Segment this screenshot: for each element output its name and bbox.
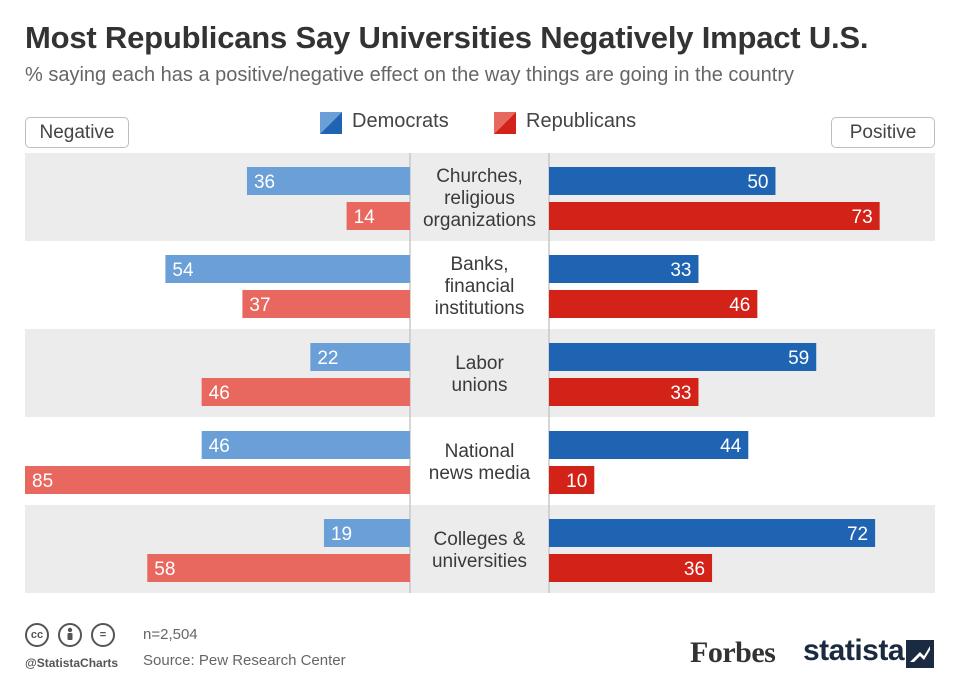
- data-label-negative: 22: [317, 348, 338, 369]
- bar-positive-republicans: [549, 202, 880, 230]
- data-label-positive: 33: [670, 383, 691, 404]
- legend-swatch-democrats: [320, 112, 342, 134]
- category-label-line: news media: [429, 463, 531, 484]
- category-label-line: institutions: [435, 298, 525, 319]
- bar-negative-democrats: [165, 255, 410, 283]
- category-label: Banks, financial institutions: [435, 254, 525, 319]
- bar-negative-republicans: [201, 378, 410, 406]
- legend-label-democrats: Democrats: [352, 110, 449, 132]
- forbes-logo: Forbes: [690, 636, 776, 669]
- cc-icon: cc: [25, 623, 49, 647]
- bar-negative-republicans: [25, 466, 410, 494]
- data-label-negative: 37: [249, 295, 270, 316]
- bar-negative-democrats: [246, 167, 410, 195]
- bar-positive-democrats: [549, 519, 876, 547]
- source-note: Source: Pew Research Center: [143, 652, 346, 669]
- data-label-negative: 58: [154, 559, 175, 580]
- data-label-negative: 19: [331, 524, 352, 545]
- legend-label-republicans: Republicans: [526, 110, 637, 132]
- legend-swatch-republicans: [494, 112, 516, 134]
- category-label-line: religious: [444, 188, 515, 209]
- category-label: Colleges & universities: [432, 529, 527, 572]
- data-label-negative: 85: [32, 471, 53, 492]
- data-label-positive: 44: [720, 436, 742, 457]
- bar-positive-republicans: [549, 378, 699, 406]
- data-label-negative: 46: [209, 383, 230, 404]
- data-label-negative: 46: [209, 436, 230, 457]
- data-label-negative: 36: [254, 172, 275, 193]
- bar-negative-republicans: [346, 202, 410, 230]
- bar-positive-democrats: [549, 255, 699, 283]
- data-label-positive: 50: [747, 172, 768, 193]
- data-label-negative: 54: [172, 260, 194, 281]
- positive-label: Positive: [831, 117, 935, 148]
- data-label-positive: 10: [566, 471, 587, 492]
- bar-positive-democrats: [549, 167, 776, 195]
- category-label: Churches, religious organizations: [423, 166, 536, 231]
- category-label-line: Colleges &: [434, 529, 526, 550]
- bar-positive-republicans: [549, 554, 713, 582]
- category-label-line: Churches,: [436, 166, 523, 187]
- attribution-icon: [58, 623, 82, 647]
- sample-size-note: n=2,504: [143, 626, 198, 643]
- category-label: Labor unions: [452, 353, 508, 396]
- no-derivatives-icon: =: [91, 623, 115, 647]
- bar-negative-democrats: [323, 519, 410, 547]
- chart-subtitle: % saying each has a positive/negative ef…: [25, 64, 795, 86]
- category-label-line: financial: [445, 276, 515, 297]
- person-icon: [67, 627, 73, 640]
- category-label-line: Banks,: [450, 254, 508, 275]
- data-label-positive: 72: [847, 524, 868, 545]
- data-label-positive: 33: [670, 260, 691, 281]
- bar-negative-democrats: [201, 431, 410, 459]
- bar-positive-democrats: [549, 431, 749, 459]
- data-label-positive: 73: [852, 207, 873, 228]
- category-label-line: unions: [452, 375, 508, 396]
- negative-label: Negative: [25, 117, 129, 148]
- data-label-negative: 14: [354, 207, 376, 228]
- bar-negative-democrats: [310, 343, 410, 371]
- bar-positive-republicans: [549, 466, 595, 494]
- chart-title: Most Republicans Say Universities Negati…: [25, 20, 869, 55]
- bar-negative-republicans: [147, 554, 410, 582]
- bar-negative-republicans: [242, 290, 410, 318]
- category-label-line: universities: [432, 551, 527, 572]
- category-label-line: organizations: [423, 210, 536, 231]
- data-label-positive: 46: [729, 295, 750, 316]
- category-label-line: Labor: [455, 353, 504, 374]
- data-label-positive: 59: [788, 348, 809, 369]
- bar-positive-democrats: [549, 343, 817, 371]
- data-label-positive: 36: [684, 559, 705, 580]
- statista-logo: statista: [803, 634, 905, 667]
- statista-logo-icon: [906, 640, 934, 668]
- bar-positive-republicans: [549, 290, 758, 318]
- category-label-line: National: [445, 441, 515, 462]
- statista-handle: @StatistaCharts: [25, 656, 119, 670]
- category-label: National news media: [429, 441, 531, 484]
